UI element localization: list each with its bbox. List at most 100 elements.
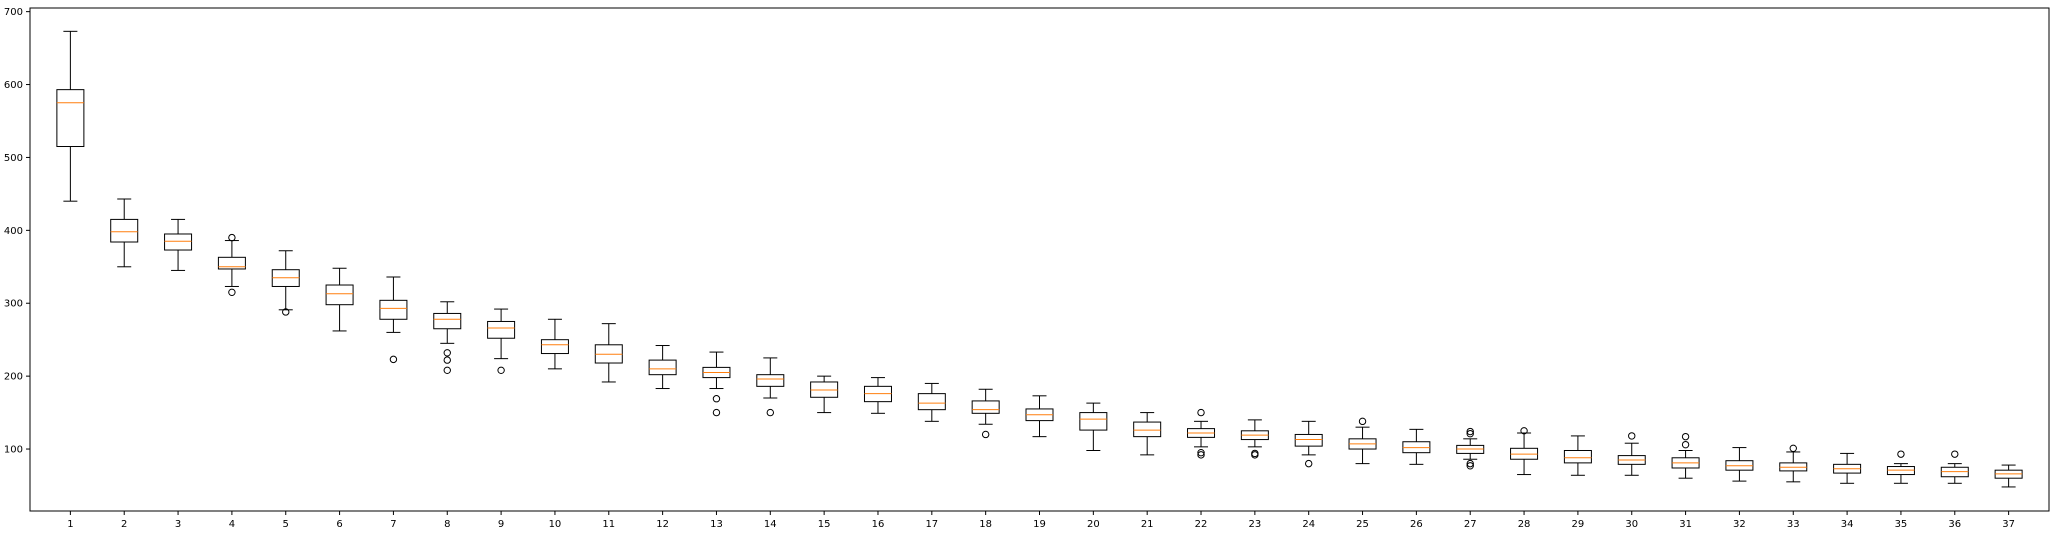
- outlier-point: [443, 356, 451, 364]
- x-tick-label: 37: [2002, 519, 2015, 530]
- box-group-29: [1563, 435, 1592, 476]
- x-tick-label: 12: [656, 519, 669, 530]
- box: [217, 256, 246, 270]
- box-group-30: [1617, 432, 1646, 476]
- x-tick-label: 27: [1464, 519, 1477, 530]
- box: [917, 393, 946, 411]
- box-group-28: [1510, 427, 1539, 476]
- x-tick-label: 11: [602, 519, 615, 530]
- x-tick-label: 5: [283, 519, 289, 530]
- x-tick-label: 3: [175, 519, 181, 530]
- x-tick-label: 9: [498, 519, 504, 530]
- outlier-point: [1466, 430, 1474, 438]
- box-group-21: [1133, 412, 1162, 456]
- box-group-7: [379, 276, 408, 364]
- outlier-point: [1197, 451, 1205, 459]
- box-group-23: [1240, 419, 1269, 459]
- outlier-point: [1466, 462, 1474, 470]
- box-group-22: [1187, 408, 1216, 459]
- box: [379, 299, 408, 320]
- x-tick-label: 8: [444, 519, 450, 530]
- box: [325, 284, 354, 306]
- plot-frame: [29, 7, 2050, 512]
- x-tick-label: 10: [549, 519, 562, 530]
- box-group-19: [1025, 395, 1054, 438]
- x-tick-label: 17: [925, 519, 938, 530]
- outlier-point: [1251, 449, 1259, 458]
- outlier-point: [1197, 448, 1205, 457]
- y-tick-label: 700: [4, 7, 23, 18]
- box-group-2: [110, 198, 139, 268]
- outlier-point: [1305, 459, 1313, 468]
- box-group-36: [1940, 450, 1969, 484]
- box-group-33: [1779, 444, 1808, 483]
- outlier-point: [282, 308, 290, 316]
- box-group-31: [1671, 432, 1700, 479]
- x-tick-label: 30: [1625, 519, 1638, 530]
- y-tick-label: 100: [4, 445, 23, 456]
- box: [756, 374, 785, 387]
- outlier-point: [712, 408, 721, 417]
- plot-marks: [56, 30, 2023, 488]
- outlier-point: [1681, 432, 1690, 441]
- box-group-37: [1994, 464, 2023, 488]
- y-tick-label: 400: [4, 226, 23, 237]
- box-group-24: [1294, 420, 1323, 468]
- outlier-point: [712, 395, 721, 403]
- y-tick-label: 500: [4, 153, 23, 164]
- box-group-15: [810, 375, 839, 414]
- outlier-point: [766, 408, 774, 417]
- x-tick-label: 2: [121, 519, 127, 530]
- outlier-point: [1628, 432, 1636, 440]
- x-tick-label: 24: [1302, 519, 1315, 530]
- box-group-12: [648, 345, 677, 390]
- outlier-point: [981, 430, 990, 439]
- outlier-point: [1951, 450, 1959, 458]
- x-tick-label: 20: [1087, 519, 1100, 530]
- x-tick-label: 21: [1141, 519, 1154, 530]
- box-group-13: [702, 351, 731, 417]
- outlier-point: [1466, 459, 1474, 468]
- outlier-point: [1897, 450, 1905, 458]
- x-tick-label: 33: [1787, 519, 1800, 530]
- box-group-11: [594, 323, 623, 383]
- x-tick-label: 29: [1572, 519, 1585, 530]
- box-group-10: [540, 318, 569, 370]
- x-axis: 1 2 3 4 5 6 7 8 9 10 11 12 13 14 15 16 17 18 19 20 21 22 23 24 2…: [67, 511, 2015, 530]
- y-tick-label: 200: [4, 372, 23, 383]
- y-tick-label: 600: [4, 80, 23, 91]
- box: [971, 400, 1000, 414]
- x-tick-label: 26: [1410, 519, 1423, 530]
- box-group-1: [56, 30, 85, 202]
- box: [1079, 412, 1108, 431]
- x-tick-label: 23: [1248, 519, 1261, 530]
- box-group-4: [217, 233, 246, 297]
- outlier-point: [1466, 427, 1474, 436]
- box: [648, 359, 677, 376]
- box: [540, 339, 569, 355]
- box-group-27: [1456, 427, 1485, 470]
- x-tick-label: 35: [1895, 519, 1908, 530]
- box-group-32: [1725, 447, 1754, 482]
- box-group-34: [1833, 452, 1862, 484]
- box-group-16: [863, 377, 892, 414]
- box: [110, 218, 139, 243]
- box: [433, 312, 462, 330]
- box-group-20: [1079, 402, 1108, 451]
- outlier-point: [443, 366, 451, 375]
- outlier-point: [1789, 444, 1797, 453]
- outlier-point: [1681, 440, 1690, 449]
- box: [1294, 433, 1323, 447]
- x-tick-label: 25: [1356, 519, 1369, 530]
- x-tick-label: 6: [336, 519, 342, 530]
- box-group-17: [917, 382, 946, 422]
- box: [487, 320, 516, 339]
- outlier-point: [497, 366, 505, 375]
- x-tick-label: 15: [818, 519, 831, 530]
- box: [164, 233, 193, 251]
- box-group-9: [487, 308, 516, 375]
- outlier-point: [389, 355, 398, 364]
- outlier-point: [228, 233, 236, 242]
- x-tick-label: 16: [872, 519, 885, 530]
